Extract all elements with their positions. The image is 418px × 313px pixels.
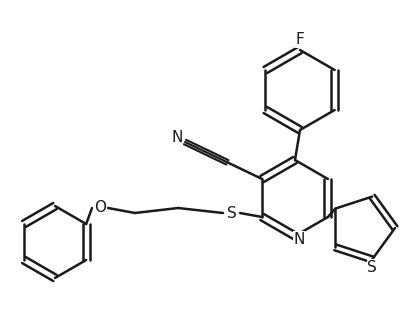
Text: O: O (94, 201, 106, 215)
Text: S: S (227, 206, 237, 220)
Text: F: F (296, 33, 304, 48)
Text: N: N (293, 232, 305, 247)
Text: S: S (367, 260, 377, 275)
Text: N: N (171, 131, 183, 146)
